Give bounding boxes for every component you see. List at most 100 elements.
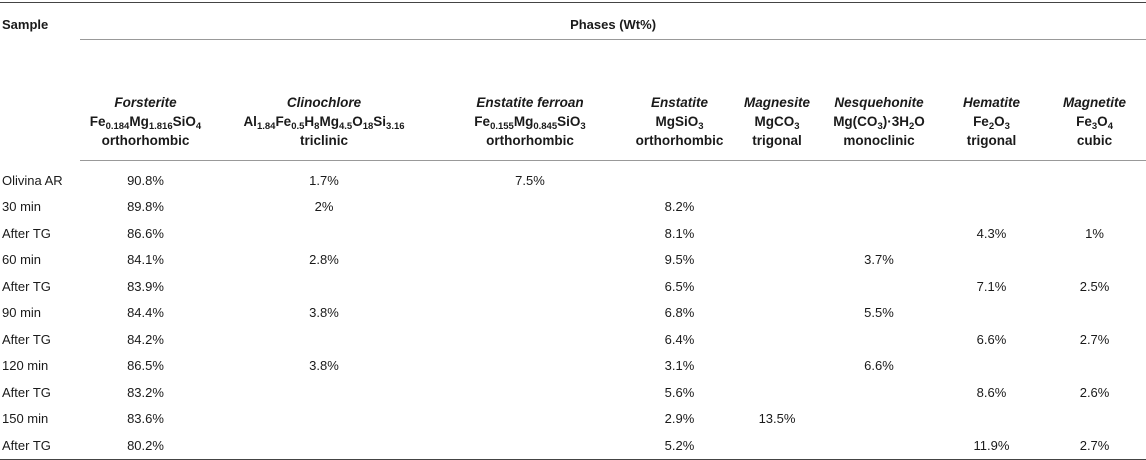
formula-subscript: 0.845 bbox=[533, 121, 558, 132]
phase-formula: Al1.84Fe0.5H8Mg4.5O18Si3.16 bbox=[211, 112, 437, 131]
table-row: After TG 83.2% 5.6% 8.6% 2.6% bbox=[0, 379, 1146, 406]
phase-name: Hematite bbox=[962, 95, 1021, 110]
crystal-system: trigonal bbox=[752, 133, 802, 148]
formula-text: Mg bbox=[513, 114, 534, 129]
formula-subscript: 2 bbox=[988, 121, 995, 132]
phase-name: Enstatite bbox=[650, 95, 708, 110]
table-row: After TG 86.6% 8.1% 4.3% 1% bbox=[0, 220, 1146, 247]
value-cell: 6.6% bbox=[864, 358, 894, 374]
formula-subscript: 3 bbox=[698, 121, 704, 132]
phase-formula: Fe0.155Mg0.845SiO3 bbox=[437, 112, 623, 131]
formula-subscript: 3 bbox=[580, 121, 586, 132]
value-cell bbox=[211, 220, 437, 247]
formula-text: SiO bbox=[172, 114, 196, 129]
phase-name: Forsterite bbox=[114, 95, 177, 110]
value-cell bbox=[818, 161, 940, 194]
table-row: After TG 80.2% 5.2% 11.9% 2.7% bbox=[0, 432, 1146, 460]
value-cell bbox=[623, 161, 736, 194]
sample-cell: 60 min bbox=[2, 252, 42, 268]
value-cell bbox=[818, 194, 940, 221]
value-cell bbox=[1043, 194, 1146, 221]
value-cell: 89.8% bbox=[127, 199, 164, 215]
value-cell bbox=[211, 432, 437, 460]
crystal-system: orthorhombic bbox=[101, 133, 190, 148]
phase-formula: Fe3O4 bbox=[1043, 112, 1146, 131]
formula-subscript: 8 bbox=[314, 121, 320, 132]
value-cell bbox=[437, 432, 623, 460]
value-cell: 13.5% bbox=[758, 411, 796, 427]
formula-text: O bbox=[1097, 114, 1108, 129]
formula-subscript: 1.816 bbox=[148, 121, 173, 132]
value-cell bbox=[1043, 300, 1146, 327]
value-cell bbox=[736, 273, 818, 300]
value-cell: 86.5% bbox=[127, 358, 164, 374]
value-cell bbox=[940, 194, 1043, 221]
phase-header-enstatite: Enstatite MgSiO3 orthorhombic bbox=[623, 39, 736, 161]
phase-formula: Fe0.184Mg1.816SiO4 bbox=[80, 112, 211, 131]
value-cell: 9.5% bbox=[664, 252, 695, 268]
value-cell bbox=[940, 161, 1043, 194]
sample-cell: 90 min bbox=[2, 305, 42, 321]
value-cell: 6.4% bbox=[664, 331, 695, 347]
header-row: Sample Phases (Wt%) bbox=[0, 2, 1146, 161]
sample-cell: 150 min bbox=[2, 411, 49, 427]
table-row: After TG 84.2% 6.4% 6.6% 2.7% bbox=[0, 326, 1146, 353]
formula-subscript: 4.5 bbox=[338, 121, 353, 132]
formula-text: Mg bbox=[319, 114, 339, 129]
value-cell bbox=[1043, 406, 1146, 433]
formula-subscript: 3.16 bbox=[386, 121, 405, 132]
value-cell: 84.2% bbox=[127, 331, 164, 347]
crystal-system: orthorhombic bbox=[486, 133, 574, 148]
value-cell bbox=[736, 220, 818, 247]
value-cell: 86.6% bbox=[127, 225, 164, 241]
formula-text: SiO bbox=[557, 114, 581, 129]
phase-name: Clinochlore bbox=[286, 95, 362, 110]
formula-text: MgSiO bbox=[655, 114, 699, 129]
value-cell bbox=[437, 379, 623, 406]
value-cell: 1.7% bbox=[309, 172, 339, 188]
phase-name: Magnesite bbox=[743, 95, 811, 110]
value-cell bbox=[437, 326, 623, 353]
value-cell bbox=[437, 300, 623, 327]
sample-cell: Olivina AR bbox=[2, 172, 63, 188]
phase-formula: Mg(CO3)·3H2O bbox=[818, 112, 940, 131]
formula-subscript: 3 bbox=[877, 121, 883, 132]
value-cell: 6.5% bbox=[664, 278, 695, 294]
formula-subscript: 4 bbox=[195, 121, 202, 132]
table-row: 30 min 89.8% 2% 8.2% bbox=[0, 194, 1146, 221]
value-cell bbox=[818, 326, 940, 353]
value-cell: 2.6% bbox=[1079, 384, 1110, 400]
table-row: After TG 83.9% 6.5% 7.1% 2.5% bbox=[0, 273, 1146, 300]
value-cell bbox=[736, 326, 818, 353]
value-cell: 83.2% bbox=[127, 384, 164, 400]
formula-text: Si bbox=[373, 114, 387, 129]
value-cell bbox=[736, 432, 818, 460]
value-cell bbox=[211, 379, 437, 406]
value-cell bbox=[818, 432, 940, 460]
value-cell bbox=[437, 273, 623, 300]
value-cell: 3.8% bbox=[309, 305, 339, 321]
phase-name: Enstatite ferroan bbox=[476, 95, 584, 110]
table-row: Olivina AR 90.8% 1.7% 7.5% bbox=[0, 161, 1146, 194]
value-cell: 1% bbox=[1085, 225, 1104, 241]
formula-subscript: 0.184 bbox=[105, 121, 130, 132]
formula-subscript: 2 bbox=[908, 121, 915, 132]
value-cell bbox=[736, 353, 818, 380]
formula-text: )·3H bbox=[882, 114, 909, 129]
phase-header-magnesite: Magnesite MgCO3 trigonal bbox=[736, 39, 818, 161]
formula-subscript: 0.5 bbox=[291, 121, 305, 132]
table-row: 150 min 83.6% 2.9% 13.5% bbox=[0, 406, 1146, 433]
crystal-system: cubic bbox=[1076, 133, 1113, 148]
value-cell: 84.4% bbox=[127, 305, 164, 321]
value-cell bbox=[940, 353, 1043, 380]
formula-text: O bbox=[994, 114, 1005, 129]
phase-header-enstatite-ferroan: Enstatite ferroan Fe0.155Mg0.845SiO3 ortho… bbox=[437, 39, 623, 161]
value-cell: 6.8% bbox=[664, 305, 695, 321]
formula-text: Fe bbox=[973, 114, 989, 129]
value-cell bbox=[818, 273, 940, 300]
formula-subscript: 1.84 bbox=[256, 121, 276, 132]
value-cell bbox=[736, 379, 818, 406]
value-cell: 8.6% bbox=[976, 384, 1007, 400]
formula-text: Fe bbox=[1076, 114, 1092, 129]
